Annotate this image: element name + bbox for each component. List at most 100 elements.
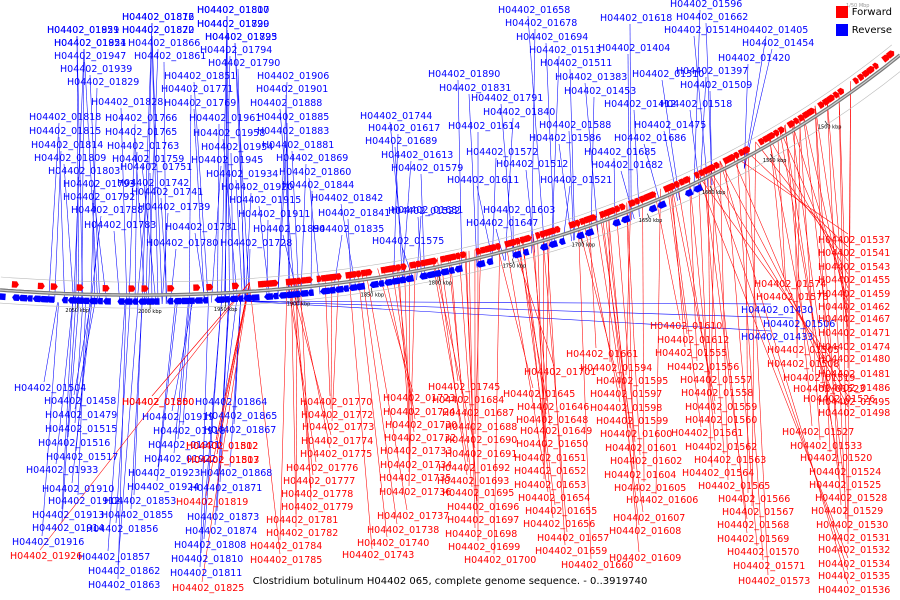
gene-label: H04402_01865 [205,411,277,422]
gene-label: H04402_01603 [483,205,555,216]
forward-gene-arrow [737,148,745,157]
label-connector [240,300,772,305]
gene-label: H04402_01598 [590,403,662,414]
forward-gene-arrow [270,279,279,287]
gene-label: H04402_01939 [60,64,132,75]
gene-label: H04402_01881 [262,140,334,151]
label-connector [505,241,549,493]
reverse-gene-arrow [193,297,203,304]
gene-label: H04402_01533 [790,441,862,452]
forward-gene-arrow [727,153,736,163]
label-connector [234,42,250,301]
tick-label: 1950 kbp [214,307,238,313]
forward-gene-arrow [554,225,561,234]
label-connector [73,48,85,303]
gene-label: H04402_01724 [383,407,455,418]
forward-gene-arrow [777,126,785,134]
reverse-gene-arrow [202,297,209,304]
gene-label: H04402_01741 [131,187,203,198]
gene-label: H04402_01810 [171,554,243,565]
label-connector [224,301,237,397]
label-connector [408,261,416,487]
forward-gene-arrow [479,246,487,254]
forward-gene-arrow [757,137,765,146]
gene-label: H04402_01769 [164,98,236,109]
label-connector [107,304,126,552]
gene-label: H04402_01509 [680,80,752,91]
label-connector [76,35,84,304]
label-connector [289,279,314,476]
label-connector [235,179,243,301]
label-connector [577,220,592,560]
gene-label: H04402_01701 [524,367,596,378]
gene-label: H04402_01772 [301,410,373,421]
label-connector [731,154,849,235]
forward-gene-arrow [647,191,657,200]
label-connector [377,268,414,393]
label-connector [230,152,234,302]
label-connector [39,282,250,551]
gene-label: H04402_01518 [660,99,732,110]
label-layer: H04402_01872H04402_01800H04402_01799H044… [10,0,890,596]
gene-label: H04402_01888 [250,98,322,109]
gene-label: H04402_01543 [818,262,890,273]
label-connector [731,154,834,394]
label-connector [55,302,73,465]
label-connector [826,97,849,342]
reverse-gene-arrow [214,296,225,303]
forward-gene-arrow [614,205,620,213]
forward-gene-arrow [634,197,640,205]
tick-label: 1750 kbp [503,263,527,269]
label-connector [468,93,478,268]
caption: Clostridium botulinum H04402 065, comple… [252,576,648,587]
label-connector [743,148,849,248]
reverse-gene-arrow [152,298,160,305]
label-connector [464,251,478,515]
reverse-gene-arrow [249,294,260,301]
label-connector [225,15,228,302]
gene-label: H04402_01771 [161,84,233,95]
gene-label: H04402_01527 [782,427,854,438]
gene-label: H04402_01557 [680,375,752,386]
label-connector [447,255,473,488]
gene-label: H04402_01565 [698,481,770,492]
label-connector [791,120,840,480]
forward-gene-arrow [389,264,398,273]
gene-label: H04402_01522 [388,206,460,217]
forward-gene-arrow [290,278,299,285]
label-connector [294,278,331,449]
forward-gene-arrow [296,277,302,285]
gene-label: H04402_01911 [238,209,310,220]
label-connector [290,279,297,515]
label-connector [393,133,399,285]
gene-label: H04402_01596 [670,0,742,10]
gene-label: H04402_01505 [767,345,839,356]
gene-label: H04402_01866 [128,38,200,49]
gene-label: H04402_01828 [91,97,163,108]
label-connector [504,117,514,261]
gene-label: H04402_01588 [539,120,611,131]
gene-label: H04402_01467 [818,314,890,325]
gene-label: H04402_01655 [525,506,597,517]
gene-label: H04402_01811 [170,568,242,579]
label-connector [277,136,288,299]
gene-label: H04402_01569 [717,534,789,545]
gene-label: H04402_01766 [105,113,177,124]
gene-label: H04402_01528 [815,493,887,504]
reverse-gene-arrow [132,298,138,305]
label-connector [724,158,758,547]
forward-gene-arrow [826,94,835,103]
gene-label: H04402_01803 [48,166,120,177]
gene-label: H04402_01700 [464,555,536,566]
label-connector [569,68,576,241]
gene-label: H04402_01658 [498,5,570,16]
gene-label: H04402_01686 [614,133,686,144]
label-connector [468,250,476,529]
gene-label: H04402_01685 [584,147,656,158]
label-connector [436,257,468,476]
gene-label: H04402_01654 [518,493,590,504]
gene-label: H04402_01781 [266,515,338,526]
gene-label: H04402_01961 [189,113,261,124]
label-connector [234,42,246,301]
forward-gene-arrow [167,285,175,292]
